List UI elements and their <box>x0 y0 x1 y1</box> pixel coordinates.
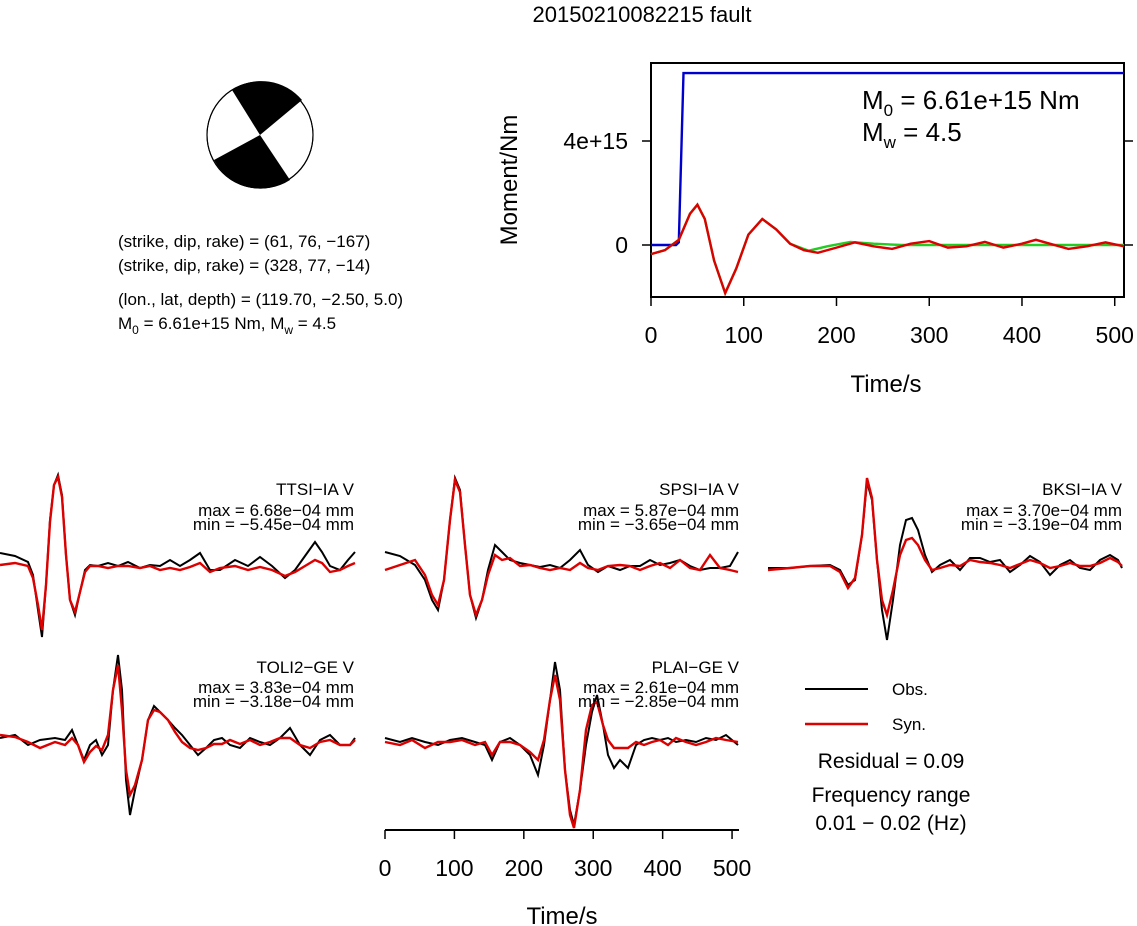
waveform-x-tick-label: 300 <box>574 855 612 881</box>
moment-x-tick-label: 400 <box>1003 322 1041 348</box>
obs-trace-2 <box>384 474 739 622</box>
moment-mw-label: Mw = 4.5 <box>862 117 962 152</box>
min-amplitude-1: min = −5.45e−04 mm <box>193 515 354 534</box>
beachball-diagram <box>206 81 314 189</box>
legend: Obs. Syn. <box>805 680 928 734</box>
residual-label: Residual = 0.09 <box>818 750 965 773</box>
moment-y-axis-label: Moment/Nm <box>496 115 523 246</box>
station-name-2: SPSI−IA V <box>659 480 740 499</box>
moment-x-tick-label: 300 <box>910 322 948 348</box>
nodal-plane-2: (strike, dip, rake) = (328, 77, −14) <box>118 256 370 275</box>
moment-x-tick-label: 100 <box>725 322 763 348</box>
moment-magnitude-summary: M0 = 6.61e+15 Nm, Mw = 4.5 <box>118 314 336 337</box>
beachball-outline <box>206 81 314 189</box>
mw-label-value: = 4.5 <box>896 117 962 147</box>
frequency-range-value: 0.01 − 0.02 (Hz) <box>815 812 966 835</box>
moment-y-tick-label: 0 <box>615 232 628 258</box>
moment-series <box>650 71 1125 297</box>
m0-symbol: M <box>118 314 132 333</box>
legend-obs-label: Obs. <box>892 680 928 699</box>
waveform-panel-2: SPSI−IA V max = 5.87e−04 mm min = −3.65e… <box>384 474 740 622</box>
waveform-x-axis-label: Time/s <box>526 903 597 926</box>
max-amplitude-1: max = 6.68e−04 mm <box>198 501 354 520</box>
moment-x-tick-label: 200 <box>817 322 855 348</box>
beachball-quadrant-upper <box>232 81 302 135</box>
station-name-1: TTSI−IA V <box>276 480 355 499</box>
waveform-x-tick-label: 400 <box>643 855 681 881</box>
moment-plot-frame <box>650 62 1125 298</box>
waveform-panel-1: TTSI−IA V max = 6.68e−04 mm min = −5.45e… <box>0 471 356 638</box>
min-amplitude-5: min = −2.85e−04 mm <box>578 692 739 711</box>
min-amplitude-2: min = −3.65e−04 mm <box>578 515 739 534</box>
waveform-x-tick-label: 500 <box>713 855 751 881</box>
syn-trace-4 <box>0 664 356 799</box>
mw-value: = 4.5 <box>293 314 336 333</box>
max-amplitude-2: max = 5.87e−04 mm <box>583 501 739 520</box>
moment-m0-label: M0 = 6.61e+15 Nm <box>862 85 1080 120</box>
m0-subscript: 0 <box>132 323 139 337</box>
legend-syn-label: Syn. <box>892 715 926 734</box>
m0-label-subscript: 0 <box>884 101 893 120</box>
max-amplitude-4: max = 3.83e−04 mm <box>198 678 354 697</box>
nodal-plane-1: (strike, dip, rake) = (61, 76, −167) <box>118 232 370 251</box>
waveform-x-tick-label: 200 <box>505 855 543 881</box>
hypocenter-location: (lon., lat, depth) = (119.70, −2.50, 5.0… <box>118 290 403 309</box>
waveform-panel-5: PLAI−GE V max = 2.61e−04 mm min = −2.85e… <box>379 658 752 926</box>
m0-label-symbol: M <box>862 85 884 115</box>
station-name-5: PLAI−GE V <box>652 658 740 677</box>
mw-label-symbol: M <box>862 117 884 147</box>
m0-label-value: = 6.61e+15 Nm <box>893 85 1079 115</box>
syn-trace-3 <box>767 477 1123 620</box>
moment-y-tick-label: 4e+15 <box>563 128 628 154</box>
waveform-panel-3: BKSI−IA V max = 3.70e−04 mm min = −3.19e… <box>767 477 1123 641</box>
moment-rate-syn-line <box>650 202 1125 297</box>
min-amplitude-3: min = −3.19e−04 mm <box>961 515 1122 534</box>
moment-x-axis-label: Time/s <box>850 371 921 398</box>
mw-label-subscript: w <box>883 133 897 152</box>
frequency-range-title: Frequency range <box>812 784 971 807</box>
max-amplitude-5: max = 2.61e−04 mm <box>583 678 739 697</box>
waveform-panel-4: TOLI2−GE V max = 3.83e−04 mm min = −3.18… <box>0 654 356 816</box>
waveform-axis-ticks: 0 100 200 300 400 500 <box>379 830 751 881</box>
syn-trace-2 <box>384 475 739 619</box>
moment-x-tick-label: 0 <box>645 322 658 348</box>
min-amplitude-4: min = −3.18e−04 mm <box>193 692 354 711</box>
figure-title: 20150210082215 fault <box>533 2 752 27</box>
syn-trace-5 <box>384 674 739 829</box>
m0-value: = 6.61e+15 Nm, M <box>139 314 285 333</box>
waveform-x-tick-label: 0 <box>379 855 392 881</box>
syn-trace-1 <box>0 473 356 631</box>
moment-axis-ticks: 0 100 200 300 400 500 0 4e+15 <box>563 128 1134 348</box>
station-name-3: BKSI−IA V <box>1042 480 1123 499</box>
moment-cumulative-line <box>651 71 1124 247</box>
station-name-4: TOLI2−GE V <box>257 658 355 677</box>
beachball-quadrant-lower <box>214 135 290 189</box>
mw-subscript: w <box>283 323 293 337</box>
moment-x-tick-label: 500 <box>1096 322 1134 348</box>
max-amplitude-3: max = 3.70e−04 mm <box>966 501 1122 520</box>
waveform-x-tick-label: 100 <box>435 855 473 881</box>
